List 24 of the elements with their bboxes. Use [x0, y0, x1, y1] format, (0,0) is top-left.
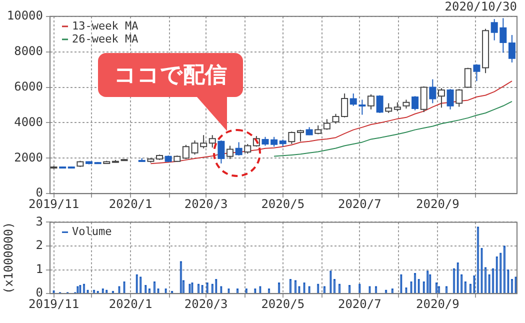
x-tick-label: 2020/9	[416, 196, 460, 211]
x-tick-label: 2020/3	[184, 296, 228, 311]
y-axis-title: (x1000000)	[1, 222, 16, 294]
x-tick-label: 2020/7	[338, 196, 382, 211]
x-tick-label: 2020/1	[108, 296, 152, 311]
x-tick-label: 2020/9	[416, 296, 460, 311]
x-tick-label: 2020/5	[261, 296, 305, 311]
y-tick-label: 4000	[14, 114, 43, 129]
y-tick-label: 1	[36, 262, 43, 276]
legend-label: 26-week MA	[72, 32, 139, 46]
annotation: ココで配信	[98, 52, 243, 97]
chart-subtitle: 2020/10/30	[444, 0, 517, 14]
legend-label: Volume	[72, 225, 112, 238]
legend-label: 13-week MA	[72, 19, 139, 32]
x-tick-label: 2020/7	[338, 296, 382, 311]
y-tick-label: 3	[36, 214, 43, 228]
y-tick-label: 2000	[14, 150, 43, 164]
y-tick-label: 8000	[14, 44, 43, 58]
x-tick-label: 2020/1	[108, 196, 152, 211]
y-tick-label: 6000	[14, 79, 43, 94]
x-tick-label: 2020/3	[184, 196, 228, 211]
y-tick-label: 2	[36, 238, 43, 252]
x-tick-label: 2020/5	[261, 196, 305, 211]
y-tick-label: 10000	[6, 8, 43, 23]
